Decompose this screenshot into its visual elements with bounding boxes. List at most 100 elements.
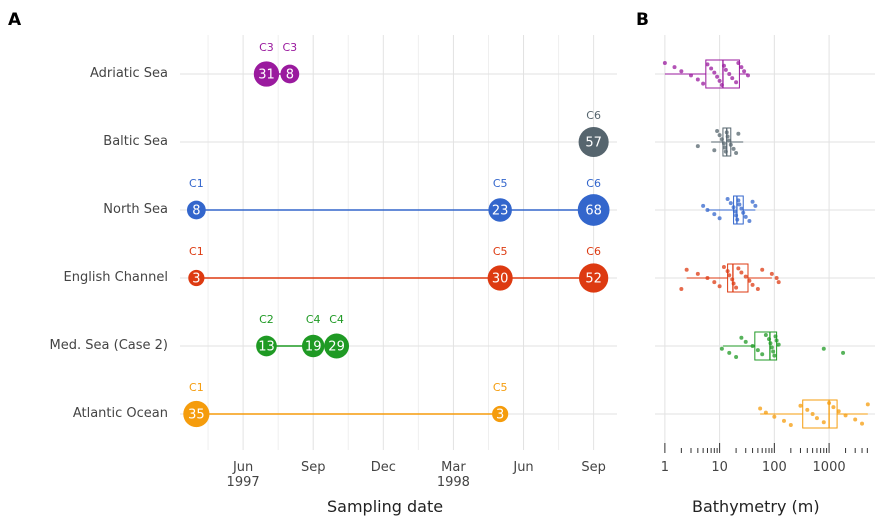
point — [722, 145, 727, 150]
value-label: 13 — [258, 340, 275, 355]
point — [701, 81, 706, 86]
y-tick-label: Adriatic Sea — [89, 66, 168, 81]
bubble — [301, 334, 325, 358]
point — [721, 265, 726, 269]
value-label: 57 — [585, 136, 602, 151]
x-tick-label: 100 — [761, 460, 787, 475]
value-label: 52 — [585, 272, 602, 287]
value-label: 31 — [258, 68, 275, 83]
point — [736, 266, 741, 271]
point — [712, 212, 717, 217]
bubble — [188, 269, 205, 287]
y-tick-label: Baltic Sea — [103, 134, 168, 149]
point — [739, 206, 744, 211]
point — [753, 203, 758, 208]
point — [758, 406, 763, 411]
point — [712, 148, 717, 153]
bubble — [578, 126, 609, 158]
point — [774, 276, 779, 280]
point — [725, 197, 730, 201]
point — [805, 407, 810, 412]
point-label: C6 — [586, 177, 601, 190]
bubble — [487, 265, 513, 291]
point-label: C5 — [493, 245, 508, 258]
value-label: 23 — [492, 204, 509, 219]
point — [717, 78, 722, 83]
value-label: 19 — [305, 340, 322, 355]
point-label: C1 — [189, 381, 204, 394]
point — [717, 216, 722, 221]
point — [760, 267, 765, 272]
y-tick-label: North Sea — [103, 202, 168, 217]
y-tick-label: Med. Sea (Case 2) — [49, 338, 168, 353]
point — [771, 349, 776, 354]
point — [865, 402, 870, 407]
point-label: C3 — [259, 41, 274, 54]
point-label: C4 — [306, 313, 321, 326]
point — [772, 414, 777, 419]
point — [727, 138, 732, 143]
point — [679, 287, 684, 291]
y-tick-label: Atlantic Ocean — [72, 406, 168, 421]
point — [712, 280, 717, 285]
point — [695, 271, 700, 276]
point — [798, 403, 803, 408]
point — [695, 144, 700, 149]
point — [739, 335, 744, 340]
point — [672, 65, 677, 70]
point — [831, 405, 836, 410]
point — [743, 274, 748, 279]
box — [727, 263, 749, 293]
point — [853, 417, 858, 422]
point — [727, 273, 732, 278]
point — [734, 285, 739, 290]
bubble — [253, 61, 280, 87]
x-tick-label: Jun 1997 — [226, 460, 260, 490]
x-tick-label: Mar 1998 — [436, 460, 470, 490]
x-tick-label: 1000 — [812, 460, 846, 475]
point — [747, 219, 752, 223]
bubble — [577, 194, 610, 226]
value-label: 8 — [286, 68, 294, 83]
point — [772, 353, 777, 358]
point — [814, 416, 819, 421]
point — [684, 267, 689, 272]
y-tick-label: English Channel — [63, 270, 168, 285]
x-tick-label: 10 — [711, 460, 728, 475]
point — [730, 76, 735, 81]
point — [727, 72, 732, 76]
x-tick-label: Jun — [513, 460, 534, 475]
box — [754, 331, 778, 361]
point — [731, 146, 736, 151]
panel-letter: A — [8, 10, 22, 30]
point — [739, 65, 744, 70]
bubble — [183, 400, 210, 428]
x-tick-label: 1 — [660, 460, 670, 475]
point-label: C2 — [259, 313, 274, 326]
point-label: C6 — [586, 245, 601, 258]
value-label: 30 — [492, 272, 509, 287]
point — [810, 412, 815, 416]
point-label: C1 — [189, 245, 204, 258]
point — [717, 133, 722, 138]
point — [750, 199, 755, 204]
point — [769, 345, 774, 350]
point — [742, 69, 747, 74]
value-label: 29 — [328, 340, 345, 355]
point — [743, 339, 748, 344]
point — [728, 201, 733, 206]
point — [821, 346, 826, 351]
point — [781, 418, 786, 423]
point — [712, 70, 717, 75]
point — [734, 355, 739, 359]
point — [836, 409, 841, 414]
point — [715, 74, 720, 79]
point — [731, 281, 736, 286]
value-label: 35 — [188, 408, 205, 423]
point-label: C5 — [493, 177, 508, 190]
point — [750, 282, 755, 287]
x-tick-label: Sep — [581, 460, 606, 475]
bubble — [186, 200, 206, 220]
point — [821, 420, 826, 425]
